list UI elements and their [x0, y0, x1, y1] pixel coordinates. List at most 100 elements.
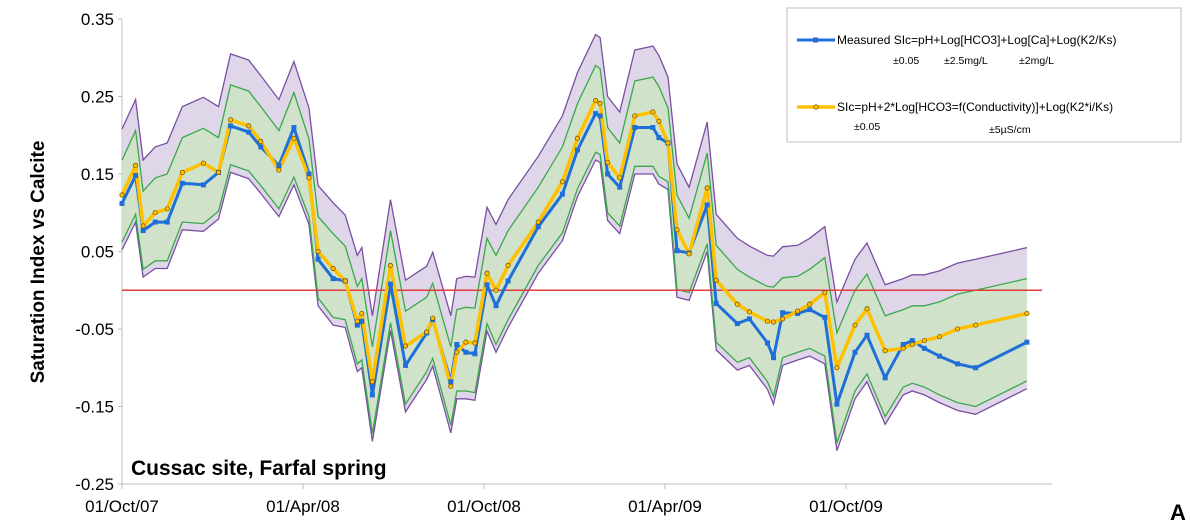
measured-point	[955, 361, 961, 367]
calculated-point	[674, 227, 680, 233]
measured-point	[656, 135, 662, 141]
calculated-point	[936, 334, 942, 340]
measured-point	[119, 200, 125, 206]
calculated-point	[704, 185, 710, 191]
x-tick-label: 01/Apr/09	[628, 497, 702, 516]
measured-point	[746, 316, 752, 322]
x-tick-label: 01/Oct/09	[809, 497, 883, 516]
measured-point	[713, 300, 719, 306]
measured-point	[900, 342, 906, 347]
measured-point	[493, 303, 499, 309]
calculated-point	[228, 117, 234, 123]
calculated-point	[140, 223, 146, 229]
measured-point	[617, 184, 623, 190]
outer-band-lower	[121, 159, 1028, 451]
panel-label: A	[1170, 500, 1186, 524]
x-tick-label: 01/Oct/08	[447, 497, 521, 516]
calculated-point	[807, 301, 813, 307]
y-tick-label: -0.05	[75, 320, 114, 339]
calculated-point	[342, 278, 348, 284]
calculated-point	[200, 160, 206, 166]
measured-point	[632, 125, 638, 130]
calculated-point	[164, 206, 170, 212]
calculated-point	[882, 348, 888, 354]
measured-point	[834, 401, 840, 407]
calculated-point	[258, 138, 264, 145]
calculated-point	[864, 306, 870, 312]
measured-point	[140, 228, 146, 234]
calculated-point	[246, 123, 252, 129]
measured-point	[387, 281, 393, 287]
measured-point	[780, 310, 786, 316]
calculated-point	[1024, 310, 1030, 317]
calculated-point	[448, 383, 454, 389]
legend-measured-sub-3: ±2mg/L	[1019, 55, 1054, 67]
calculated-point	[593, 97, 599, 103]
legend-measured-sub-1: ±0.05	[893, 55, 919, 67]
measured-point	[771, 355, 777, 361]
measured-point	[164, 219, 170, 225]
site-annotation: Cussac site, Farfal spring	[131, 457, 387, 480]
calculated-point	[605, 159, 611, 165]
measured-point	[505, 278, 511, 284]
calculated-point	[650, 109, 656, 115]
calculated-point	[424, 329, 430, 335]
calculated-point	[484, 270, 490, 276]
measured-point	[484, 282, 490, 288]
y-tick-label: 0.05	[81, 243, 114, 262]
calculated-point	[900, 345, 906, 351]
calculated-point	[909, 341, 915, 348]
measured-point	[605, 171, 611, 177]
calculated-point	[315, 248, 321, 255]
calculated-point	[632, 113, 638, 119]
measured-point	[133, 173, 139, 179]
calculated-point	[402, 343, 409, 349]
measured-point	[852, 349, 858, 355]
measured-point	[734, 321, 740, 327]
calculated-point	[276, 167, 282, 173]
calculated-point	[215, 169, 222, 176]
calculated-point	[472, 340, 478, 346]
calculated-point	[822, 290, 828, 296]
legend-measured-label: Measured SIc=pH+Log[HCO3]+Log[Ca]+Log(K2…	[837, 33, 1117, 47]
y-tick-label: -0.15	[75, 398, 114, 417]
measured-point	[359, 318, 365, 324]
legend-box	[786, 7, 1182, 143]
calculated-point	[852, 322, 858, 328]
calculated-point	[535, 219, 541, 225]
calculated-point	[656, 118, 662, 124]
calculated-point	[973, 322, 979, 328]
y-tick-label: 0.15	[81, 165, 114, 184]
legend-measured-marker	[813, 37, 818, 43]
measured-point	[535, 224, 541, 230]
measured-point	[472, 351, 478, 357]
calculated-point	[430, 315, 436, 321]
measured-point	[448, 379, 454, 385]
inner-band-lower	[121, 151, 1028, 444]
measured-point	[228, 123, 234, 129]
measured-point	[306, 171, 312, 177]
x-axis-ticks: 01/Oct/07 01/Apr/08 01/Oct/08 01/Apr/09 01/O…	[85, 484, 883, 516]
measured-point	[276, 162, 282, 168]
measured-point	[315, 256, 321, 262]
calculated-point	[746, 309, 752, 315]
calculated-point	[713, 277, 719, 283]
measured-point	[1024, 339, 1030, 345]
legend: Measured SIc=pH+Log[HCO3]+Log[Ca]+Log(K2…	[786, 7, 1182, 143]
measured-point	[354, 322, 360, 328]
calculated-point	[574, 135, 581, 141]
calculated-point	[387, 262, 394, 269]
calculated-point	[559, 179, 565, 185]
measured-point	[704, 202, 710, 208]
measured-point	[822, 314, 828, 320]
measured-point	[291, 125, 297, 130]
calculated-point	[179, 169, 185, 176]
measured-point	[330, 276, 336, 282]
series-lines	[119, 97, 1030, 407]
measured-point	[246, 129, 252, 135]
calculated-point	[493, 287, 499, 293]
measured-point	[765, 340, 771, 346]
calculated-point	[152, 210, 158, 216]
calculated-point	[617, 175, 623, 181]
calculated-point	[119, 192, 125, 198]
